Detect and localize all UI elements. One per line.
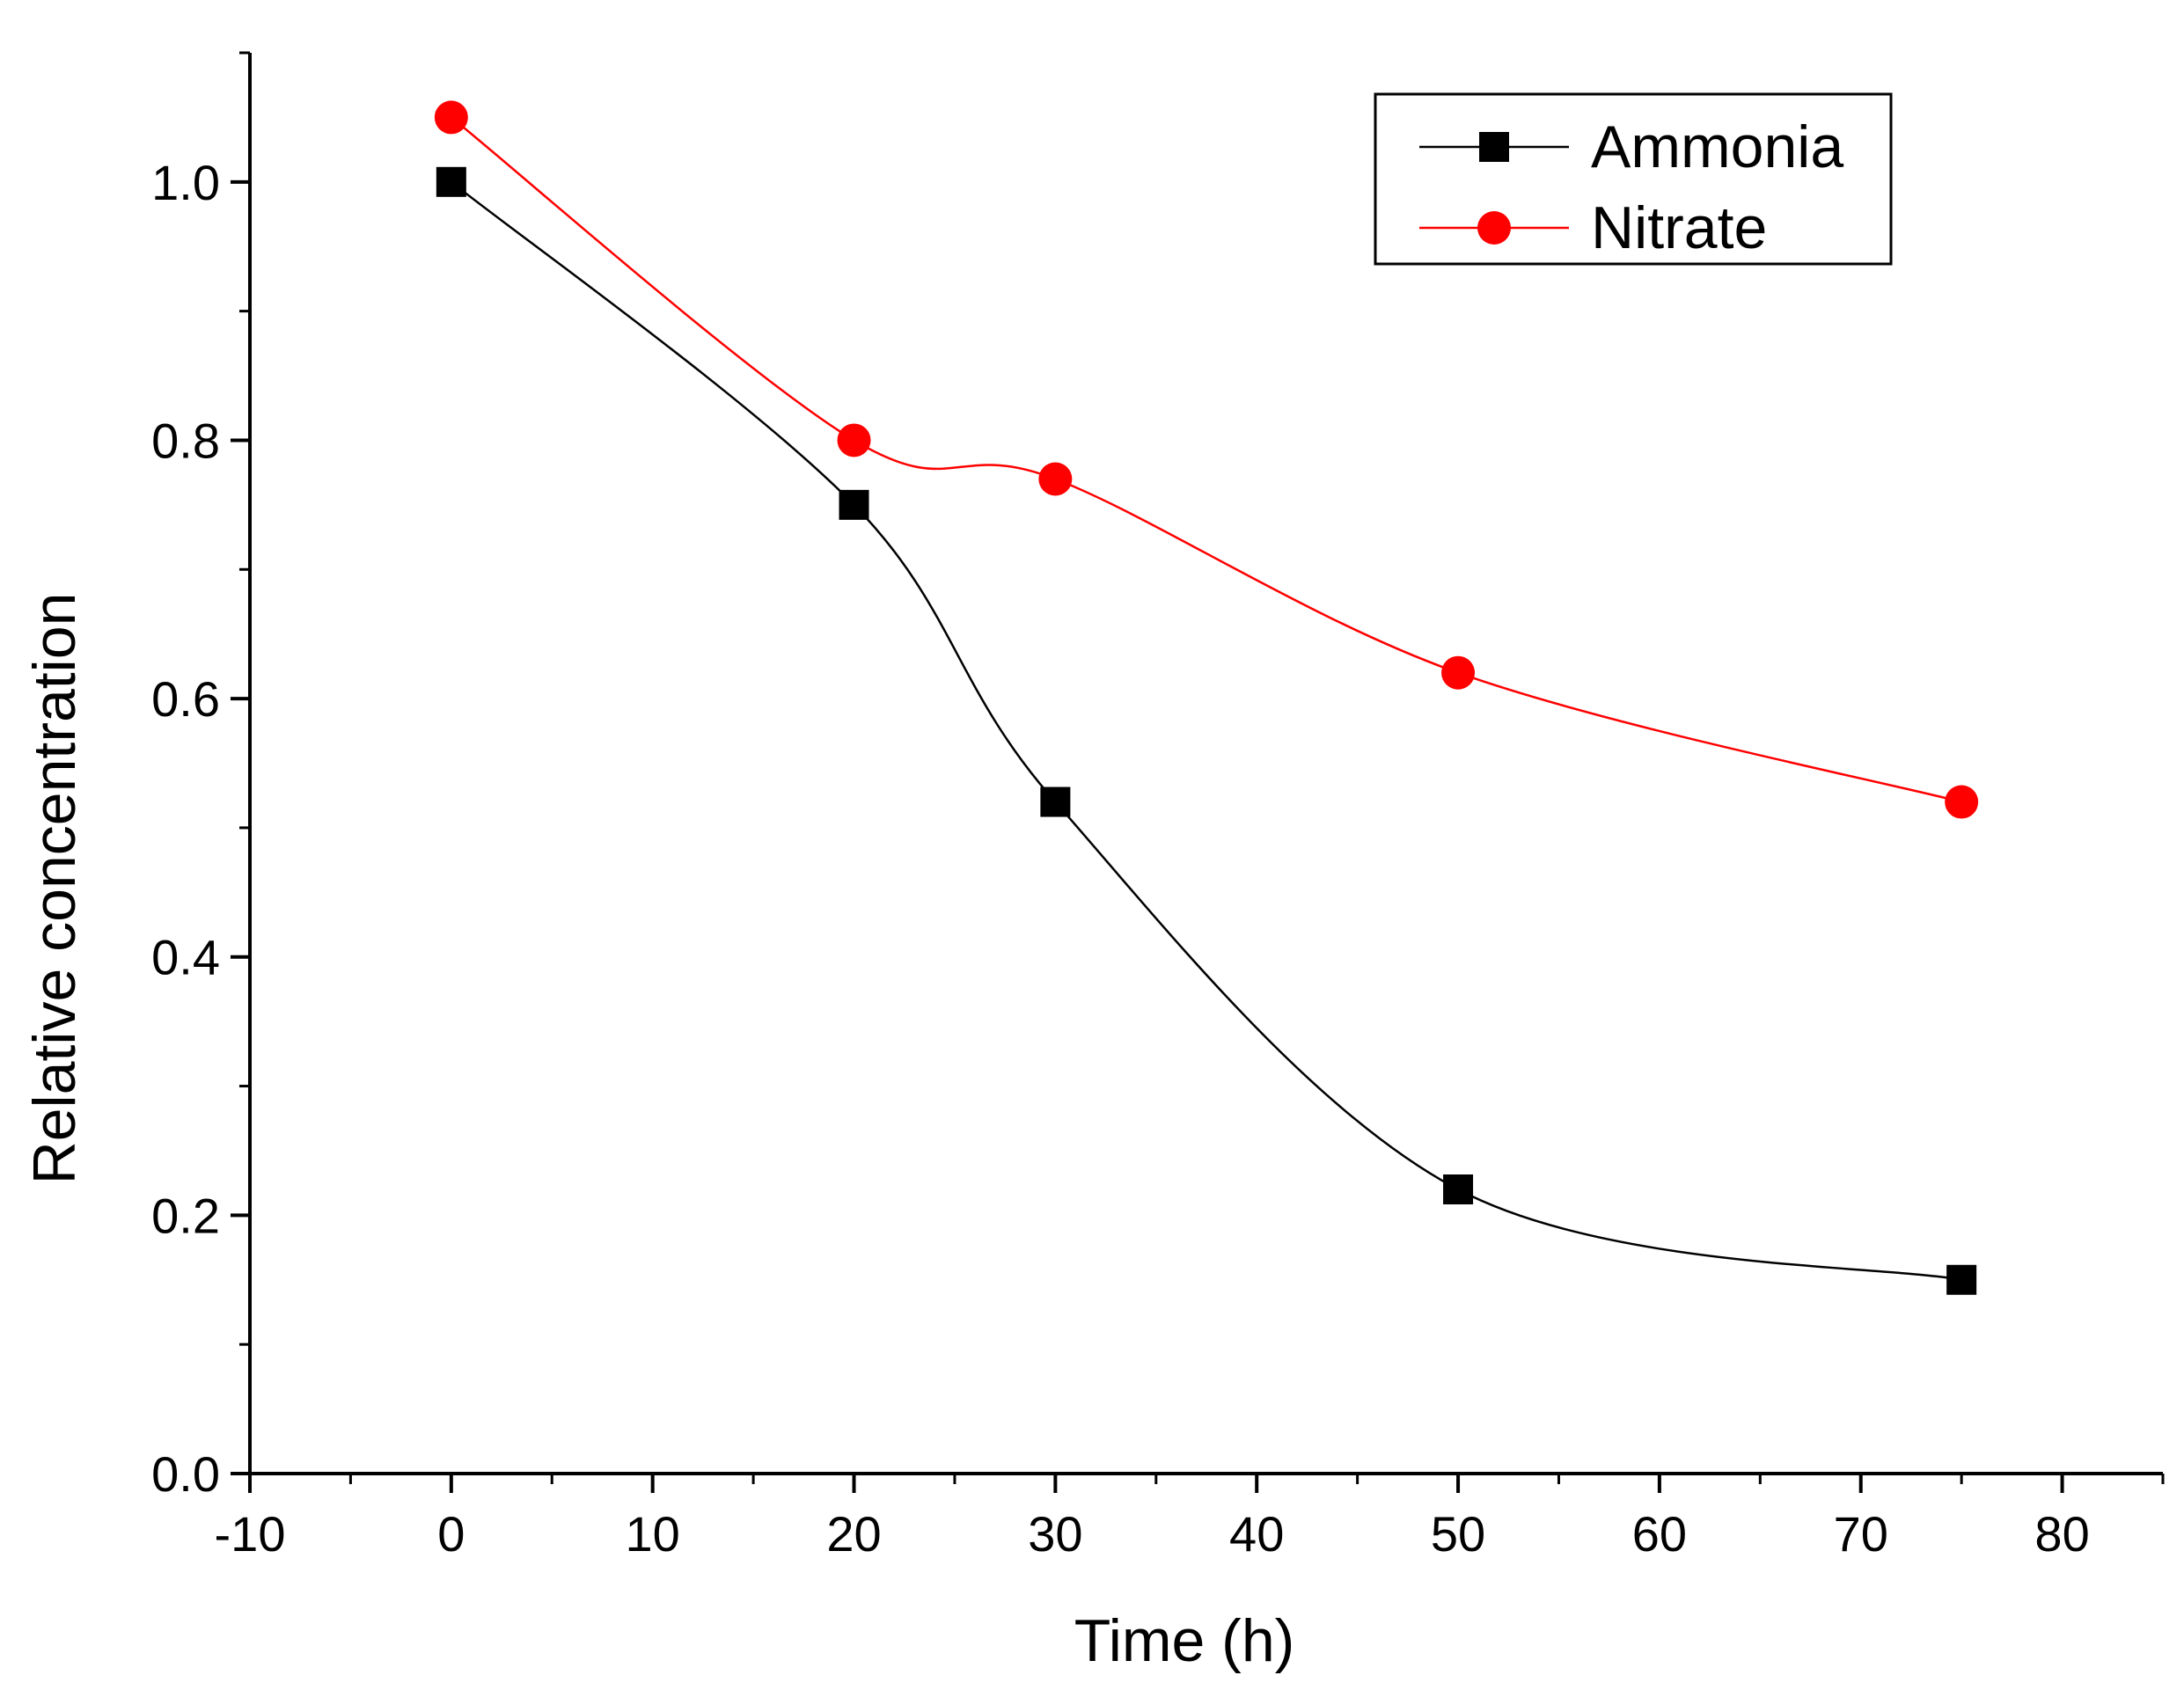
series-lines — [451, 116, 1962, 1282]
y-tick-label: 1.0 — [151, 155, 220, 210]
data-point-nitrate — [1038, 462, 1073, 496]
legend: Ammonia Nitrate — [1374, 92, 1893, 266]
x-axis-title: Time (h) — [1074, 1607, 1295, 1674]
x-tick-label: 80 — [2034, 1506, 2089, 1562]
y-axis-title: Relative concentration — [21, 593, 88, 1185]
data-point-nitrate — [1441, 655, 1476, 690]
x-tick-label: -10 — [215, 1506, 286, 1562]
data-point-ammonia — [839, 489, 869, 520]
x-tick-label: 10 — [626, 1506, 680, 1562]
data-point-ammonia — [1443, 1174, 1474, 1204]
data-point-nitrate — [434, 100, 468, 135]
legend-marker-ammonia — [1479, 132, 1509, 162]
axes — [248, 53, 2163, 1475]
x-tick-label: 70 — [1834, 1506, 1888, 1562]
series-line-ammonia — [451, 180, 1962, 1282]
data-point-ammonia — [1946, 1264, 1977, 1295]
y-tick-label: 0.2 — [151, 1188, 220, 1243]
y-tick-label: 0.4 — [151, 930, 220, 985]
legend-item-ammonia: Ammonia — [1419, 113, 1843, 180]
data-point-nitrate — [837, 423, 871, 457]
legend-box — [1374, 92, 1893, 266]
y-ticks: 0.0 0.2 0.4 0.6 0.8 1.0 — [151, 51, 250, 1502]
x-tick-label: 60 — [1632, 1506, 1687, 1562]
x-tick-label: 50 — [1431, 1506, 1485, 1562]
x-tick-label: 30 — [1028, 1506, 1082, 1562]
y-tick-label: 0.0 — [151, 1446, 220, 1502]
x-tick-label: 40 — [1229, 1506, 1284, 1562]
series-markers — [434, 100, 1979, 1295]
y-tick-label: 0.8 — [151, 413, 220, 468]
legend-label-ammonia: Ammonia — [1591, 113, 1843, 180]
data-point-nitrate — [1945, 785, 1979, 819]
legend-label-nitrate: Nitrate — [1591, 194, 1767, 261]
x-ticks: -10 0 10 20 30 40 50 60 70 80 — [215, 1474, 2165, 1562]
data-point-ammonia — [436, 166, 466, 197]
x-tick-label: 0 — [437, 1506, 465, 1562]
data-point-ammonia — [1040, 786, 1071, 817]
legend-marker-nitrate — [1477, 211, 1511, 245]
x-tick-label: 20 — [826, 1506, 881, 1562]
y-tick-label: 0.6 — [151, 671, 220, 727]
legend-item-nitrate: Nitrate — [1419, 194, 1767, 261]
